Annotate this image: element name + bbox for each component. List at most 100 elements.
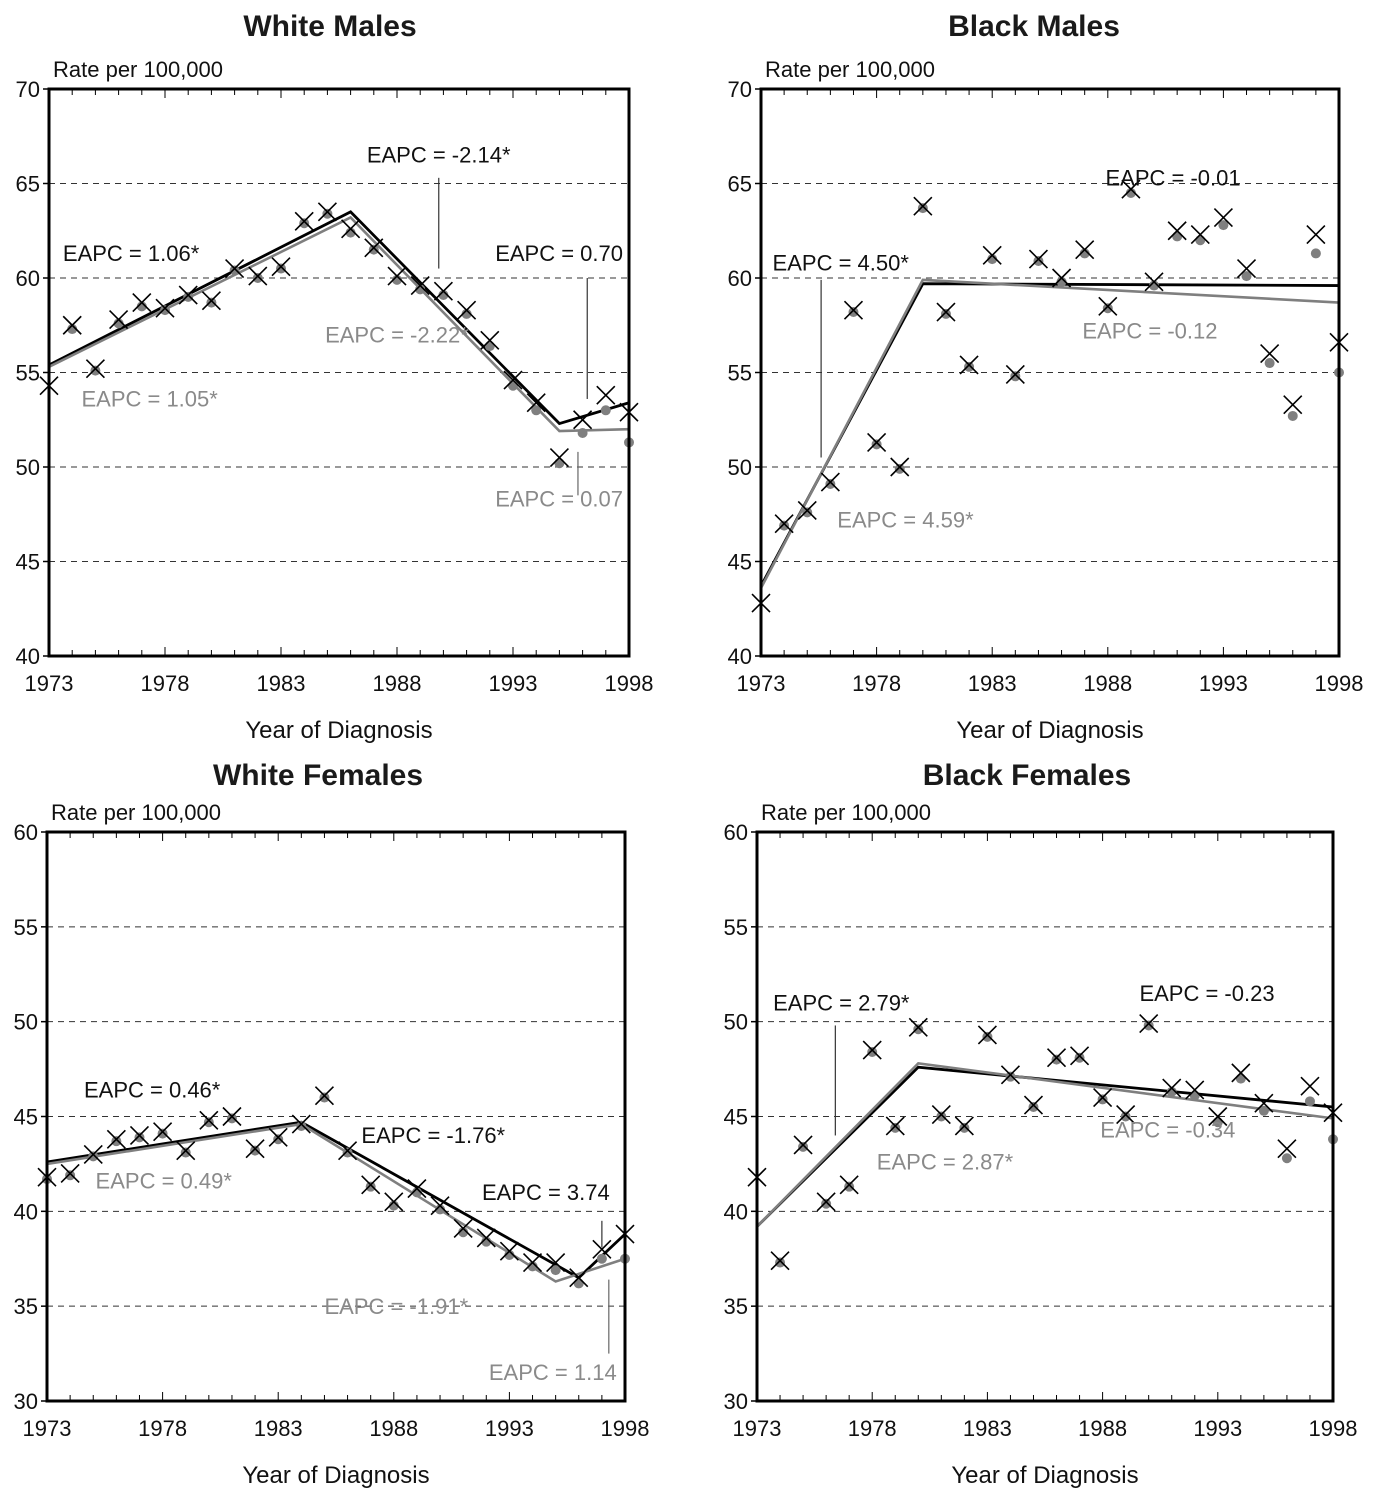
observed-point bbox=[1277, 1139, 1297, 1159]
y-tick-label: 45 bbox=[724, 1105, 748, 1130]
modeled-point bbox=[940, 308, 951, 319]
observed-point bbox=[503, 370, 523, 390]
modeled-point bbox=[1189, 1090, 1200, 1101]
eapc-annotation: EAPC = 0.07 bbox=[495, 487, 623, 512]
modeled-point bbox=[825, 479, 836, 490]
observed-point bbox=[387, 266, 407, 286]
observed-point bbox=[1075, 240, 1095, 260]
x-tick-label: 1978 bbox=[848, 1416, 897, 1441]
observed-point bbox=[885, 1116, 905, 1136]
observed-point bbox=[361, 1175, 381, 1195]
y-tick-label: 45 bbox=[728, 550, 752, 575]
observed-point bbox=[291, 1114, 311, 1134]
observed-point bbox=[480, 330, 500, 350]
x-tick-label: 1983 bbox=[963, 1416, 1012, 1441]
modeled-point bbox=[1310, 248, 1321, 259]
observed-point bbox=[596, 385, 616, 405]
eapc-annotation: EAPC = 0.46* bbox=[84, 1078, 221, 1103]
modeled-point bbox=[504, 1249, 515, 1260]
observed-point bbox=[132, 293, 152, 313]
observed-point bbox=[774, 514, 794, 534]
modeled-point bbox=[160, 305, 170, 316]
observed-point bbox=[499, 1241, 519, 1261]
y-tick-label: 30 bbox=[724, 1389, 748, 1414]
observed-point bbox=[549, 447, 569, 468]
modeled-point bbox=[913, 1024, 924, 1035]
eapc-annotation: EAPC = 1.06* bbox=[63, 241, 200, 266]
observed-point bbox=[407, 1179, 427, 1199]
modeled-point bbox=[550, 1265, 561, 1276]
modeled-point bbox=[554, 458, 565, 469]
observed-point bbox=[225, 258, 245, 279]
observed-point bbox=[816, 1192, 836, 1212]
y-tick-label: 55 bbox=[728, 361, 752, 386]
modeled-point bbox=[964, 361, 975, 372]
observed-point bbox=[1167, 221, 1187, 241]
observed-point bbox=[476, 1228, 496, 1248]
y-tick-label: 55 bbox=[14, 915, 38, 940]
x-tick-label: 1978 bbox=[138, 1416, 187, 1441]
modeled-point bbox=[136, 301, 147, 312]
observed-point bbox=[820, 472, 840, 492]
modeled-point bbox=[844, 1181, 855, 1192]
x-tick-label: 1983 bbox=[968, 671, 1017, 696]
modeled-point bbox=[596, 1253, 607, 1264]
observed-point bbox=[1231, 1063, 1251, 1083]
observed-trend-line bbox=[756, 1065, 1334, 1228]
modeled-point bbox=[322, 208, 333, 219]
modeled-point bbox=[527, 1261, 538, 1272]
observed-point bbox=[248, 266, 268, 286]
modeled-point bbox=[484, 341, 495, 352]
observed-point bbox=[1144, 272, 1164, 292]
observed-point bbox=[569, 1268, 589, 1288]
modeled-point bbox=[111, 1136, 122, 1147]
modeled-point bbox=[848, 307, 859, 318]
modeled-point bbox=[867, 1047, 878, 1058]
plot-frame bbox=[755, 830, 1335, 1403]
observed-point bbox=[60, 1163, 80, 1183]
y-tick-label: 60 bbox=[14, 820, 38, 845]
observed-point bbox=[430, 1196, 450, 1216]
eapc-annotation: EAPC = 0.70 bbox=[495, 241, 623, 266]
modeled-point bbox=[229, 265, 240, 276]
x-tick-label: 1993 bbox=[1193, 1416, 1242, 1441]
modeled-point bbox=[1241, 271, 1252, 282]
observed-point bbox=[954, 1116, 974, 1136]
y-tick-label: 40 bbox=[728, 644, 752, 669]
y-axis-label: Rate per 100,000 bbox=[53, 57, 223, 82]
observed-point bbox=[1213, 207, 1233, 228]
observed-point bbox=[201, 291, 221, 311]
observed-point bbox=[867, 432, 887, 452]
observed-point bbox=[1306, 224, 1326, 245]
y-tick-label: 50 bbox=[728, 455, 752, 480]
y-tick-label: 50 bbox=[724, 1010, 748, 1035]
modeled-point bbox=[67, 324, 78, 335]
observed-point bbox=[936, 302, 956, 322]
modeled-point bbox=[342, 1147, 353, 1158]
x-tick-label: 1993 bbox=[1199, 671, 1248, 696]
observed-point bbox=[931, 1105, 951, 1125]
observed-point bbox=[129, 1125, 150, 1146]
observed-point bbox=[1028, 249, 1049, 269]
eapc-annotation: EAPC = -0.34 bbox=[1100, 1117, 1235, 1142]
modeled-point bbox=[1143, 1020, 1154, 1031]
modeled-point bbox=[1235, 1073, 1246, 1084]
modeled-point bbox=[573, 1278, 584, 1289]
y-tick-label: 55 bbox=[16, 361, 40, 386]
x-tick-label: 1988 bbox=[369, 1416, 418, 1441]
observed-point bbox=[453, 1218, 473, 1238]
eapc-annotation: EAPC = -1.91* bbox=[324, 1294, 468, 1319]
modeled-point bbox=[871, 439, 882, 450]
x-tick-label: 1983 bbox=[257, 671, 306, 696]
observed-point bbox=[839, 1175, 859, 1195]
eapc-annotation: EAPC = 2.79* bbox=[773, 990, 910, 1015]
x-tick-label: 1998 bbox=[601, 1416, 650, 1441]
modeled-trend-line bbox=[759, 278, 1340, 589]
chart-panel-3: Black Females Rate per 100,000 30 35 40 45 50 5… bbox=[724, 759, 1358, 1489]
y-tick-label: 45 bbox=[16, 550, 40, 575]
observed-point bbox=[245, 1139, 265, 1159]
plot-frame bbox=[759, 87, 1341, 658]
observed-point bbox=[1069, 1046, 1090, 1066]
observed-trend-line bbox=[759, 282, 1340, 587]
observed-point bbox=[109, 310, 129, 330]
